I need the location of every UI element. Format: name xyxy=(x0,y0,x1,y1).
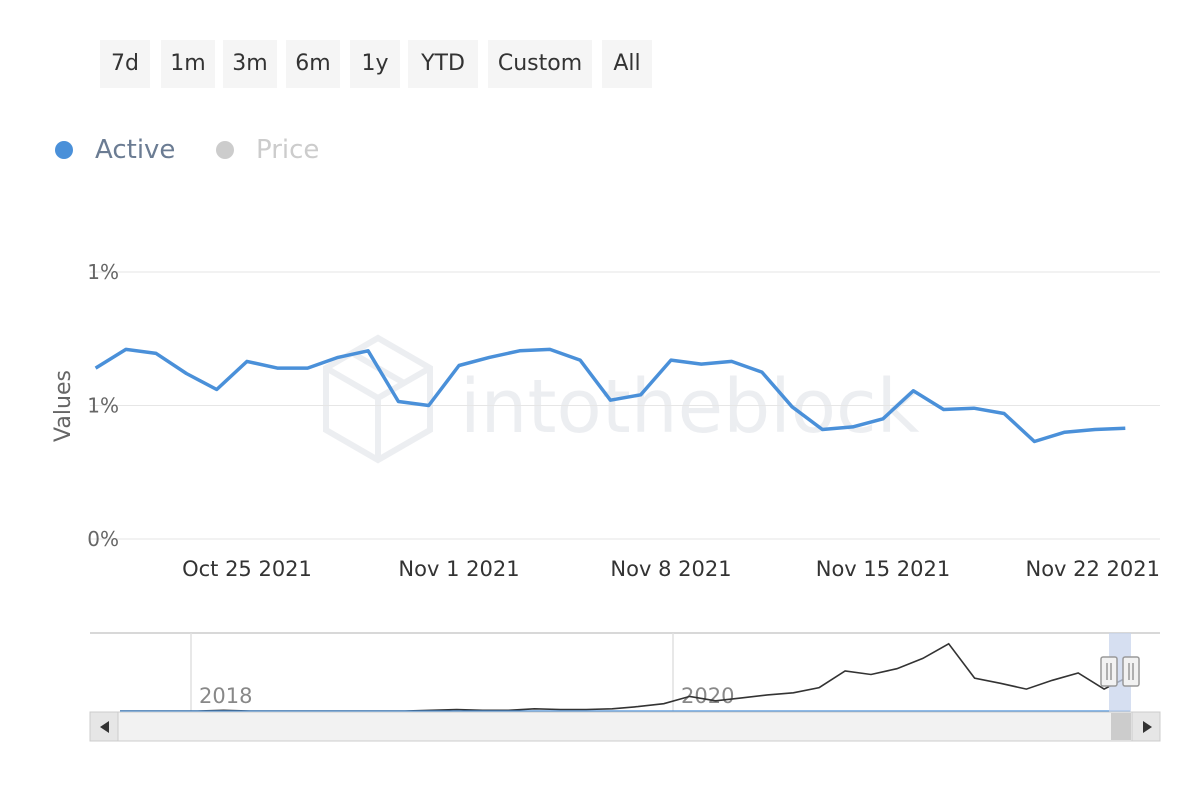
x-tick-label-1: Nov 1 2021 xyxy=(398,557,519,581)
range-button-all[interactable]: All xyxy=(602,40,652,88)
watermark-logo-icon xyxy=(323,334,433,464)
scrollbar-thumb[interactable] xyxy=(1111,713,1131,740)
legend-label-active: Active xyxy=(95,135,176,165)
x-tick-label-0: Oct 25 2021 xyxy=(182,557,312,581)
range-button-7d[interactable]: 7d xyxy=(100,40,150,88)
x-tick-label-4: Nov 22 2021 xyxy=(1025,557,1160,581)
watermark: intotheblock xyxy=(323,334,920,464)
scrollbar-track[interactable] xyxy=(89,711,1161,742)
range-button-1y[interactable]: 1y xyxy=(350,40,400,88)
navigator-tick-label-0: 2018 xyxy=(199,684,252,708)
scroll-left-button[interactable] xyxy=(89,711,119,742)
legend-label-price: Price xyxy=(256,135,320,165)
x-tick-label-2: Nov 8 2021 xyxy=(610,557,731,581)
scroll-right-button[interactable] xyxy=(1131,711,1161,742)
scrollbar xyxy=(89,711,1161,742)
legend-item-price[interactable]: Price xyxy=(216,128,319,172)
legend-item-active[interactable]: Active xyxy=(55,128,175,172)
y-tick-label-1: 1% xyxy=(87,394,119,418)
range-button-6m[interactable]: 6m xyxy=(286,40,340,88)
legend-marker-active xyxy=(55,141,73,159)
arrow-right-icon xyxy=(1143,721,1152,733)
arrow-left-icon xyxy=(100,721,109,733)
y-axis-ticks: 0% 1% 1% xyxy=(87,260,119,551)
navigator: 2018 2020 xyxy=(90,632,1160,712)
range-button-custom[interactable]: Custom xyxy=(488,40,592,88)
watermark-text: intotheblock xyxy=(460,364,920,450)
range-button-1m[interactable]: 1m xyxy=(161,40,215,88)
navigator-series-line xyxy=(120,642,1131,712)
series-points-active xyxy=(95,349,1126,442)
x-axis-ticks: Oct 25 2021 Nov 1 2021 Nov 8 2021 Nov 15… xyxy=(182,557,1160,581)
navigator-selected-range[interactable] xyxy=(1109,633,1131,712)
range-button-3m[interactable]: 3m xyxy=(223,40,277,88)
y-tick-label-2: 1% xyxy=(87,260,119,284)
navigator-handle-right[interactable] xyxy=(1122,656,1140,687)
grid-lines xyxy=(90,271,1160,540)
x-tick-label-3: Nov 15 2021 xyxy=(816,557,951,581)
y-axis-title: Values xyxy=(51,370,76,442)
legend-marker-price xyxy=(216,141,234,159)
navigator-handle-left[interactable] xyxy=(1100,656,1118,687)
y-tick-label-0: 0% xyxy=(87,527,119,551)
range-button-ytd[interactable]: YTD xyxy=(408,40,478,88)
